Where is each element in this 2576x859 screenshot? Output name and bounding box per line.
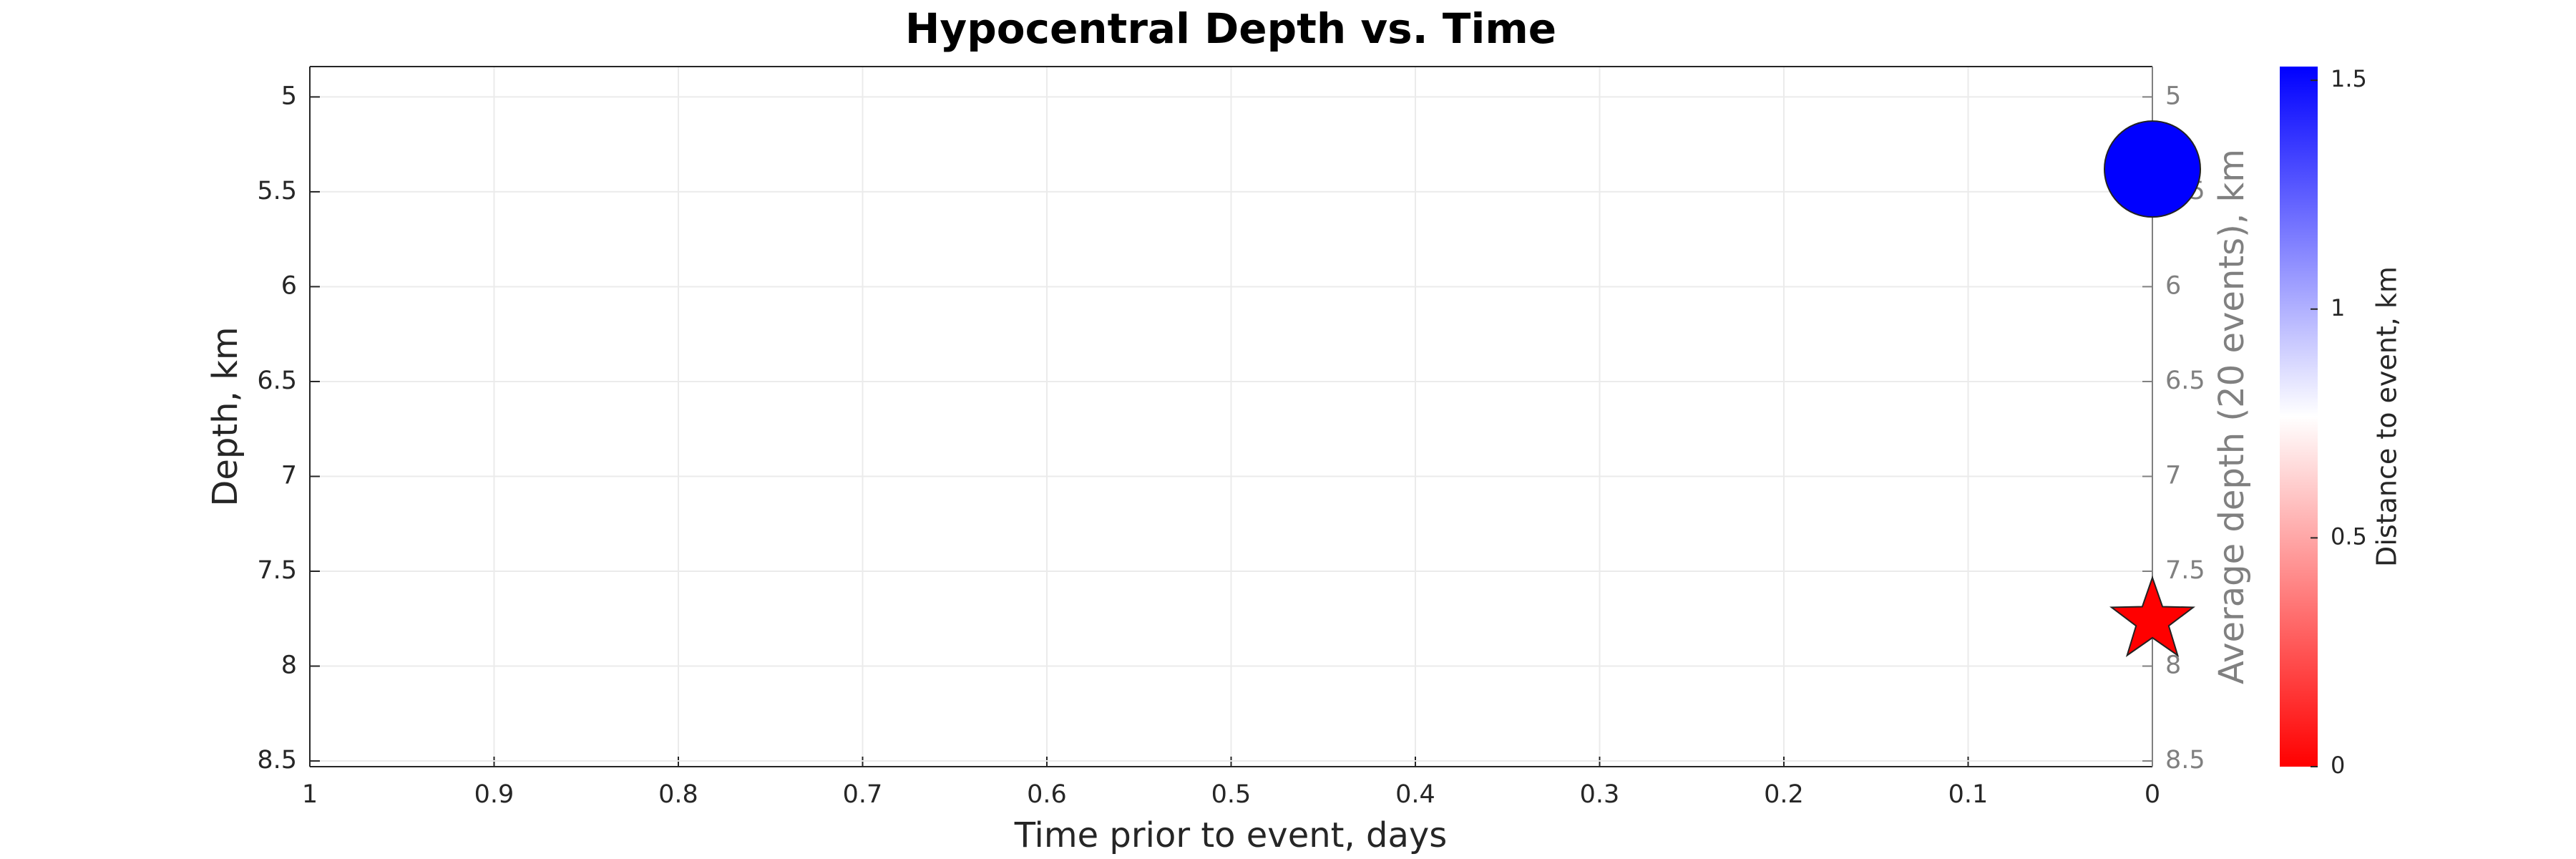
y2-tick-label: 6.5 (2165, 367, 2205, 395)
y-tick-label: 6.5 (257, 367, 297, 395)
x-tick-label: 1 (302, 780, 318, 809)
colorbar-tick-label: 1 (2331, 294, 2345, 321)
x-tick-label: 0.6 (1027, 780, 1067, 809)
colorbar-tick-label: 0 (2331, 752, 2345, 779)
y-tick-label: 5 (281, 82, 297, 110)
circle-marker (2104, 120, 2201, 218)
x-tick-label: 0.9 (474, 780, 514, 809)
y2-axis-label: Average depth (20 events), km (2212, 149, 2252, 684)
colorbar-tick-label: 0.5 (2331, 523, 2367, 550)
y-axis-label: Depth, km (205, 326, 245, 506)
y2-tick-label: 5 (2165, 82, 2181, 110)
colorbar (2280, 67, 2318, 767)
y2-tick-label: 7.5 (2165, 556, 2205, 585)
y2-tick-label: 7 (2165, 461, 2181, 490)
y-tick-label: 6 (281, 271, 297, 300)
y-tick-label: 8.5 (257, 746, 297, 775)
y-tick-label: 5.5 (257, 177, 297, 205)
x-tick-label: 0.1 (1948, 780, 1989, 809)
x-tick-label: 0.8 (658, 780, 698, 809)
x-tick-label: 0.2 (1764, 780, 1804, 809)
x-tick-label: 0.7 (843, 780, 883, 809)
x-tick-label: 0.3 (1580, 780, 1620, 809)
colorbar-label: Distance to event, km (2371, 266, 2403, 567)
y2-tick-label: 8 (2165, 651, 2181, 680)
x-tick-label: 0.4 (1395, 780, 1435, 809)
x-axis-label: Time prior to event, days (1014, 815, 1448, 855)
y-tick-label: 7 (281, 461, 297, 490)
colorbar-tick-label: 1.5 (2331, 65, 2367, 92)
x-tick-label: 0 (2145, 780, 2160, 809)
x-tick-label: 0.5 (1211, 780, 1252, 809)
y-tick-label: 8 (281, 651, 297, 680)
y-tick-label: 7.5 (257, 556, 297, 585)
chart-title: Hypocentral Depth vs. Time (905, 4, 1556, 53)
star-marker (2109, 575, 2196, 657)
y2-tick-label: 8.5 (2165, 746, 2205, 775)
y2-tick-label: 6 (2165, 271, 2181, 300)
